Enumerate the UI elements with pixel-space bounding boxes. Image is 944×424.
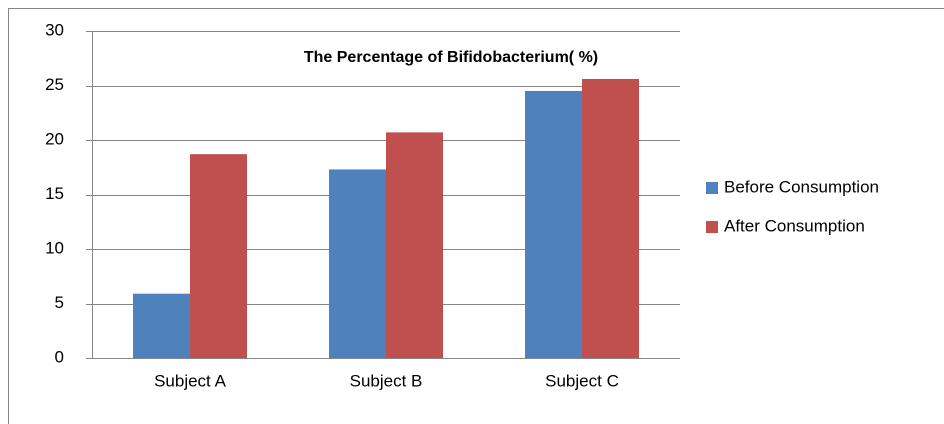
legend-label: After Consumption [724,216,865,235]
y-tick-label: 25 [45,75,64,94]
y-tick-label: 10 [45,238,64,257]
y-tick-label: 20 [45,129,64,148]
bar [329,169,386,358]
bar [190,154,247,358]
x-tick-label: Subject C [545,371,619,390]
bar [582,78,639,359]
y-tick-label: 30 [45,20,64,39]
legend-label: Before Consumption [724,177,879,196]
y-tick-label: 5 [55,293,64,312]
chart-title: The Percentage of Bifidobacterium( %) [304,49,598,66]
legend-swatch [706,182,718,194]
y-tick-label: 0 [55,347,64,366]
x-tick-label: Subject B [350,371,423,390]
y-tick-label: 15 [45,184,64,203]
bar [525,90,582,358]
x-tick-label: Subject A [154,371,226,390]
legend-swatch [706,221,718,233]
bar [133,293,190,358]
bar [386,132,443,358]
